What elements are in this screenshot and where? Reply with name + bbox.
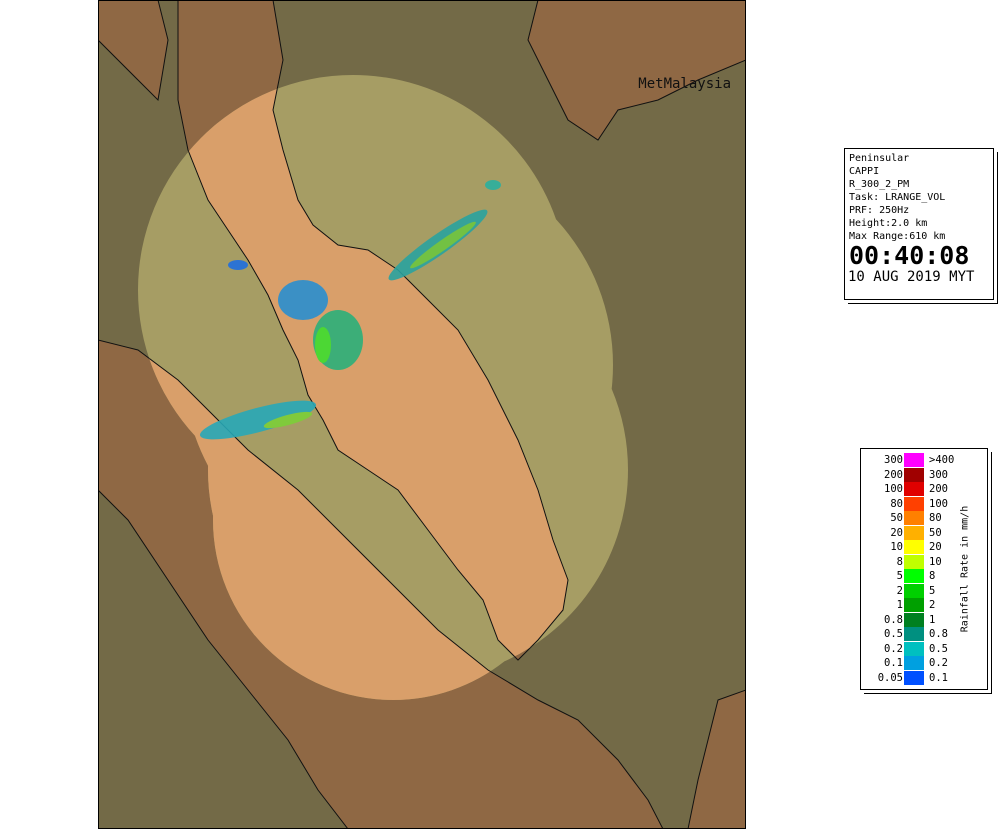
legend-threshold: 200 (884, 468, 903, 481)
info-line: R_300_2_PM (849, 179, 910, 190)
legend-threshold: 0.2 (884, 642, 903, 655)
legend-swatch (904, 656, 924, 670)
legend-value: 100 (929, 497, 948, 510)
legend-value: 10 (929, 555, 942, 568)
info-line: Max Range:610 km (849, 231, 946, 242)
legend-swatch (904, 525, 924, 540)
legend-value: >400 (929, 454, 955, 466)
legend-value: 0.2 (929, 657, 948, 669)
legend-swatch (904, 670, 924, 685)
legend-threshold: 80 (890, 497, 903, 510)
legend-value: 2 (929, 599, 936, 611)
legend-threshold: 0.05 (877, 671, 903, 684)
legend-value: 200 (929, 483, 948, 495)
legend-swatch (904, 496, 924, 511)
legend-threshold: 100 (884, 483, 903, 495)
legend-swatch (904, 540, 924, 554)
legend-threshold: 1 (896, 599, 903, 611)
legend-value: 0.8 (929, 628, 948, 640)
legend-row: 80 100 (861, 496, 987, 511)
legend-swatch (904, 583, 924, 598)
legend-row: 0.05 0.1 (861, 670, 987, 685)
legend-value: 8 (929, 570, 936, 582)
legend-swatch (904, 641, 924, 656)
legend-swatch (904, 569, 924, 583)
info-line: CAPPI (849, 166, 880, 177)
legend-swatch (904, 598, 924, 612)
radar-map: MetMalaysia (98, 0, 746, 829)
legend-row: 50 80 (861, 511, 987, 525)
legend-threshold: 0.5 (884, 628, 903, 640)
legend-threshold: 300 (884, 454, 903, 466)
legend-row: 300 >400 (861, 453, 987, 467)
legend-value: 1 (929, 613, 936, 626)
date: 10 AUG 2019 MYT (848, 269, 975, 285)
legend: Rainfall Rate in mm/h 300 >400 200 300 100 20… (860, 448, 988, 690)
legend-row: 0.1 0.2 (861, 656, 987, 670)
legend-row: 0.2 0.5 (861, 641, 987, 656)
legend-swatch (904, 554, 924, 569)
legend-value: 5 (929, 584, 936, 597)
legend-threshold: 5 (896, 570, 903, 582)
legend-value: 300 (929, 468, 948, 481)
legend-row: 200 300 (861, 467, 987, 482)
legend-threshold: 2 (896, 584, 903, 597)
legend-value: 0.5 (929, 642, 948, 655)
time: 00:40:08 (849, 241, 970, 270)
legend-swatch (904, 511, 924, 525)
watermark: MetMalaysia (638, 76, 731, 92)
legend-threshold: 20 (890, 526, 903, 539)
legend-threshold: 10 (890, 541, 903, 553)
legend-row: 100 200 (861, 482, 987, 496)
legend-swatch (904, 453, 924, 467)
legend-swatch (904, 627, 924, 641)
legend-threshold: 0.8 (884, 613, 903, 626)
legend-row: 0.5 0.8 (861, 627, 987, 641)
legend-swatch (904, 612, 924, 627)
info-box: Peninsular CAPPI R_300_2_PM Task: LRANGE_VO… (844, 148, 994, 300)
legend-swatch (904, 482, 924, 496)
info-line: Task: LRANGE_VOL (849, 192, 946, 203)
legend-swatch (904, 467, 924, 482)
legend-row: 10 20 (861, 540, 987, 554)
legend-value: 50 (929, 526, 942, 539)
info-line: PRF: 250Hz (849, 205, 910, 216)
legend-threshold: 8 (896, 555, 903, 568)
info-line: Height:2.0 km (849, 218, 928, 229)
legend-value: 0.1 (929, 671, 948, 684)
legend-row: 8 10 (861, 554, 987, 569)
info-line: Peninsular (849, 153, 910, 164)
legend-row: 20 50 (861, 525, 987, 540)
legend-value: 80 (929, 512, 942, 524)
legend-value: 20 (929, 541, 942, 553)
legend-threshold: 50 (890, 512, 903, 524)
info-lines: Peninsular CAPPI R_300_2_PM Task: LRANGE_VO… (845, 149, 993, 243)
legend-threshold: 0.1 (884, 657, 903, 669)
rain-echoes (199, 180, 501, 440)
legend-row: 0.8 1 (861, 612, 987, 627)
